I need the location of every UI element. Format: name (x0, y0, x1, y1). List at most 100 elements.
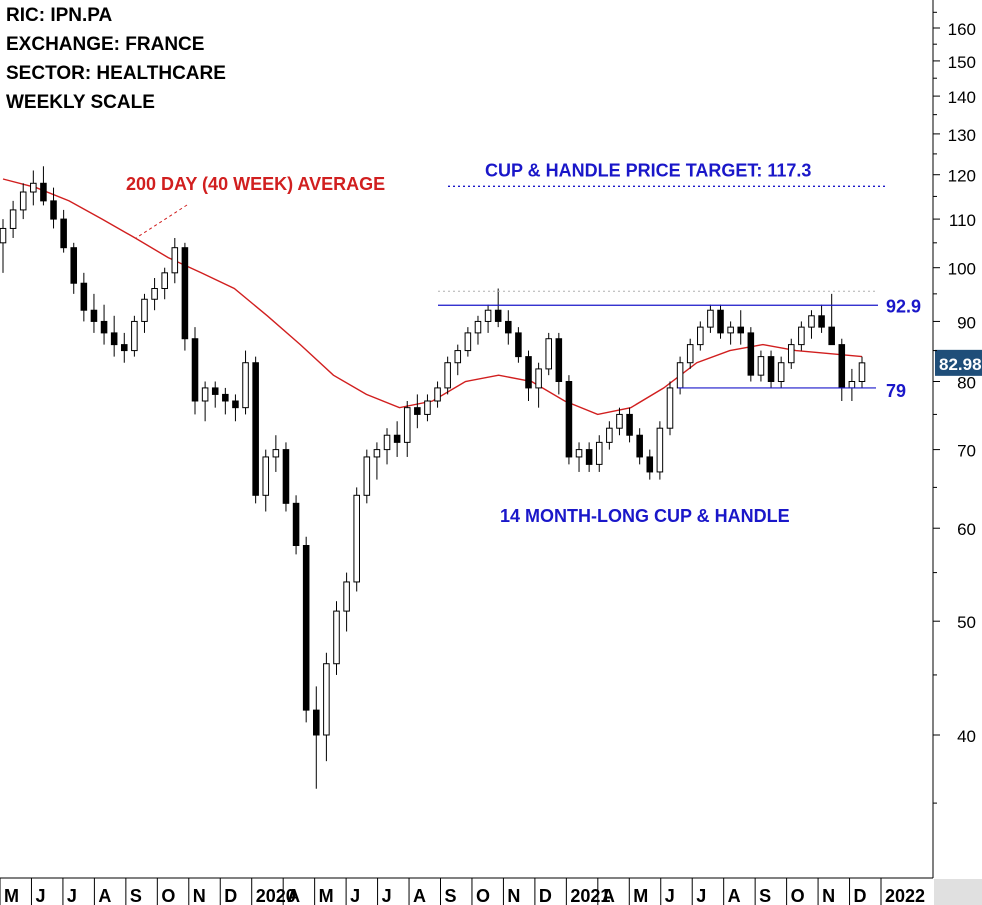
candle-down (292, 502, 300, 547)
x-tick-label: D (854, 886, 867, 905)
candle-down (90, 309, 98, 322)
scale-label: WEEKLY SCALE (6, 92, 155, 113)
x-tick-label: J (35, 886, 45, 905)
resistance-label: 92.9 (886, 296, 921, 316)
y-tick-label: 150 (948, 53, 976, 72)
candle-down (494, 309, 502, 322)
y-tick-label: 130 (948, 126, 976, 145)
pattern-label: 14 MONTH-LONG CUP & HANDLE (500, 506, 790, 526)
candle-up (676, 362, 684, 389)
candle-up (9, 209, 17, 229)
candle-down (747, 332, 755, 376)
x-tick-label: A (287, 886, 300, 905)
candle-up (656, 427, 664, 473)
candle-up (848, 381, 856, 389)
x-tick-label: M (4, 886, 19, 905)
moving-average-line (2, 178, 863, 416)
x-tick-label: S (759, 886, 771, 905)
candle-down (222, 393, 229, 402)
x-tick-label: D (224, 886, 237, 905)
candle-up (403, 407, 411, 443)
candle-down (525, 356, 532, 389)
x-tick-label: 2022 (885, 886, 925, 905)
candle-up (424, 400, 431, 415)
candle-up (19, 191, 27, 211)
y-tick-label: 110 (949, 211, 976, 230)
moving-average-pointer (135, 204, 188, 239)
exchange-label: EXCHANGE: FRANCE (6, 34, 205, 55)
x-tick-label: A (728, 886, 741, 905)
candle-up (474, 320, 482, 334)
candle-down (585, 449, 593, 465)
candle-up (757, 356, 765, 376)
x-tick-label: O (161, 886, 175, 905)
candle-up (484, 309, 492, 322)
y-tick-label: 140 (948, 88, 976, 107)
candle-up (707, 309, 714, 328)
x-tick-label: A (602, 886, 615, 905)
candle-down (838, 344, 846, 389)
candle-up (171, 247, 179, 274)
last-price-label: 82.98 (939, 355, 982, 374)
candle-down (40, 182, 47, 202)
y-tick-label: 100 (948, 260, 976, 279)
candle-up (777, 362, 785, 382)
candle-down (626, 413, 633, 436)
moving-average-label: 200 DAY (40 WEEK) AVERAGE (126, 174, 385, 194)
candle-up (141, 298, 148, 322)
candle-up (454, 350, 462, 364)
candle-up (545, 338, 552, 370)
candle-down (828, 326, 835, 346)
candle-up (151, 288, 158, 300)
y-tick-label: 60 (957, 520, 976, 539)
candle-up (616, 413, 623, 429)
candle-down (60, 218, 67, 249)
candle-down (555, 338, 563, 383)
candle-down (767, 356, 775, 382)
x-tick-label: S (130, 886, 142, 905)
candle-up (595, 441, 603, 465)
last-price-box (935, 349, 982, 376)
candle-up (727, 326, 734, 334)
candle-up (575, 449, 583, 458)
candle-up (686, 344, 694, 364)
annotation-layer: CUP & HANDLE PRICE TARGET: 117.3 200 DAY … (126, 160, 982, 526)
candle-up (464, 332, 472, 352)
ric-label: RIC: IPN.PA (6, 5, 113, 26)
candle-up (0, 227, 7, 244)
candle-down (100, 320, 108, 334)
candle-down (282, 449, 290, 504)
candle-down (414, 407, 421, 415)
candle-down (565, 381, 573, 458)
candle-down (505, 320, 512, 334)
candle-down (515, 332, 522, 358)
candle-up (858, 362, 866, 383)
support-label: 79 (886, 381, 906, 401)
candle-down (110, 332, 118, 346)
candle-up (787, 344, 795, 364)
x-tick-label: J (665, 886, 675, 905)
y-tick-label: 160 (948, 20, 976, 39)
x-tick-label: M (319, 886, 334, 905)
candle-up (363, 456, 371, 496)
x-tick-label: 2020 (256, 886, 296, 905)
candle-down (818, 315, 825, 328)
x-tick-label: J (696, 886, 706, 905)
x-tick-label: O (476, 886, 490, 905)
candle-up (798, 326, 805, 346)
x-tick-label: A (413, 886, 426, 905)
candle-down (252, 362, 259, 496)
candle-up (808, 315, 815, 328)
candle-down (70, 247, 78, 284)
x-tick-label: J (67, 886, 77, 905)
candle-down (636, 434, 643, 458)
candle-down (50, 200, 57, 220)
moving-average-layer (2, 178, 863, 416)
x-tick-label: N (507, 886, 520, 905)
candle-down (181, 247, 189, 340)
y-tick-label: 120 (948, 167, 976, 186)
candle-up (333, 610, 340, 665)
y-tick-label: 90 (957, 313, 976, 332)
